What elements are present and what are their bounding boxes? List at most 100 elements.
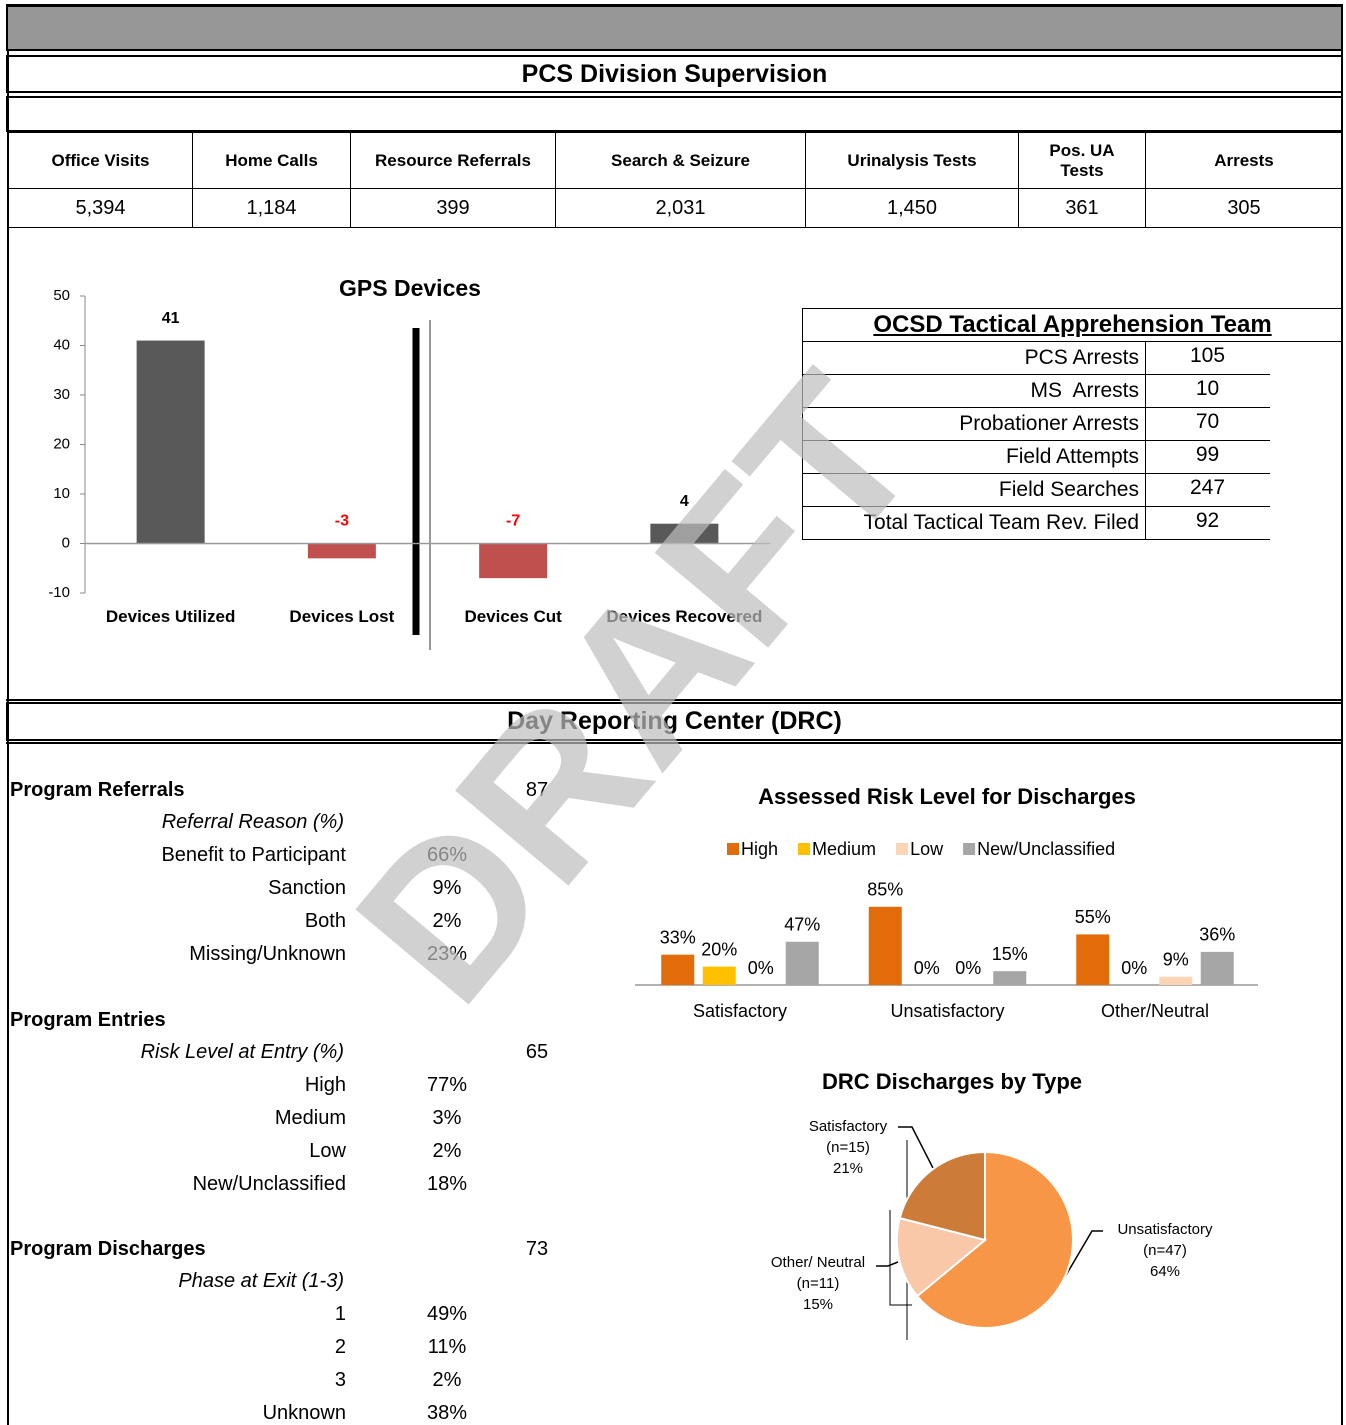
bar [702, 966, 736, 985]
x-tick-label: Unsatisfactory [890, 1001, 1004, 1021]
section-heading: Program Discharges [10, 1238, 206, 1260]
y-tick-label: 40 [53, 336, 70, 353]
row-label: Field Attempts [802, 440, 1146, 474]
row-label: Field Searches [802, 473, 1146, 507]
leader-line [889, 1210, 912, 1306]
bar [136, 340, 205, 544]
frame-left [7, 4, 9, 1425]
legend-label: High [741, 839, 778, 859]
legend-swatch [896, 843, 909, 855]
section-heading: Program Entries [10, 1009, 166, 1031]
item-value: 11% [427, 1336, 467, 1358]
item-value: 18% [426, 1173, 468, 1195]
y-tick-label: 10 [53, 485, 70, 502]
data-label: 4 [680, 493, 689, 510]
row-value: 92 [1145, 506, 1270, 540]
item-value: 38% [426, 1402, 468, 1424]
legend-label: Low [910, 839, 944, 859]
row-label: MS Arrests [802, 374, 1146, 408]
data-label: 20% [701, 939, 737, 959]
leader-line [876, 1261, 899, 1267]
item-label: High [304, 1074, 346, 1096]
item-value: 2% [432, 1140, 462, 1162]
y-tick-label: 0 [62, 534, 70, 551]
data-label: -3 [335, 513, 349, 530]
pie-value: 64% [1150, 1263, 1180, 1280]
item-label: Unknown [262, 1402, 346, 1424]
table-title: OCSD Tactical Apprehension Team [802, 308, 1343, 342]
pie-label: Satisfactory [809, 1118, 888, 1135]
y-tick-label: 50 [53, 287, 70, 304]
y-tick-label: -10 [48, 584, 70, 601]
x-tick-label: Satisfactory [693, 1001, 787, 1021]
section-subtitle: Referral Reason (%) [161, 811, 344, 833]
item-value: 3% [432, 1107, 462, 1129]
item-value: 2% [432, 910, 462, 932]
divider [6, 742, 1343, 744]
x-tick-label: Devices Lost [289, 607, 395, 626]
item-value: 9% [432, 877, 462, 899]
item-label: Both [304, 910, 346, 932]
item-label: Low [309, 1140, 346, 1162]
chart-title: Assessed Risk Level for Discharges [758, 784, 1136, 809]
leader-line [898, 1126, 936, 1173]
pie-slice [915, 1150, 1075, 1329]
item-label: 1 [334, 1303, 346, 1325]
row-value: 70 [1145, 407, 1270, 441]
item-value: 66% [426, 844, 468, 866]
table-value: 305 [1145, 188, 1343, 228]
row-value: 247 [1145, 473, 1270, 507]
legend-swatch [798, 843, 811, 855]
pie-count: (n=11) [797, 1275, 840, 1292]
section-subtitle: Phase at Exit (1-3) [178, 1270, 344, 1292]
item-value: 77% [426, 1074, 468, 1096]
data-label: 9% [1163, 949, 1189, 969]
pie-slice [898, 1150, 986, 1242]
pie-value: 21% [833, 1160, 863, 1177]
data-label: 0% [914, 958, 940, 978]
data-label: 36% [1199, 925, 1235, 945]
pie-label: Unsatisfactory [1117, 1221, 1213, 1238]
pie-label: Other/ Neutral [771, 1254, 865, 1271]
section-total: 65 [525, 1041, 549, 1063]
bar [868, 906, 902, 985]
section-title: Day Reporting Center (DRC) [6, 702, 1343, 741]
row-label: Total Tactical Team Rev. Filed [802, 506, 1146, 540]
row-value: 105 [1145, 341, 1270, 375]
data-label: 0% [1121, 958, 1147, 978]
gray-bar [6, 4, 1343, 51]
pie-value: 15% [803, 1296, 833, 1313]
bar [650, 523, 719, 544]
item-label: 3 [334, 1369, 346, 1391]
section-subtitle: Risk Level at Entry (%) [140, 1041, 344, 1063]
row-label: Probationer Arrests [802, 407, 1146, 441]
section-title: PCS Division Supervision [6, 55, 1343, 93]
section-total: 73 [525, 1238, 549, 1260]
y-tick-label: 20 [53, 435, 70, 452]
bar [479, 543, 548, 579]
empty-row [6, 96, 1343, 132]
bar [785, 941, 819, 985]
x-tick-label: Devices Recovered [606, 607, 763, 626]
data-label: 47% [784, 915, 820, 935]
bar [1200, 951, 1234, 985]
leader-line [1061, 1230, 1103, 1283]
data-label: 33% [660, 927, 696, 947]
x-tick-label: Devices Utilized [105, 607, 236, 626]
item-label: Medium [274, 1107, 346, 1129]
bar [993, 971, 1027, 985]
section-heading: Program Referrals [10, 779, 185, 801]
chart-title: DRC Discharges by Type [822, 1069, 1082, 1094]
item-label: Sanction [268, 877, 346, 899]
bar [1076, 934, 1110, 985]
item-label: New/Unclassified [192, 1173, 346, 1195]
item-label: Missing/Unknown [189, 943, 346, 965]
row-value: 99 [1145, 440, 1270, 474]
data-label: 15% [992, 944, 1028, 964]
data-label: 0% [955, 958, 981, 978]
x-tick-label: Devices Cut [464, 607, 562, 626]
data-label: -7 [506, 513, 520, 530]
item-label: Benefit to Participant [161, 844, 346, 866]
